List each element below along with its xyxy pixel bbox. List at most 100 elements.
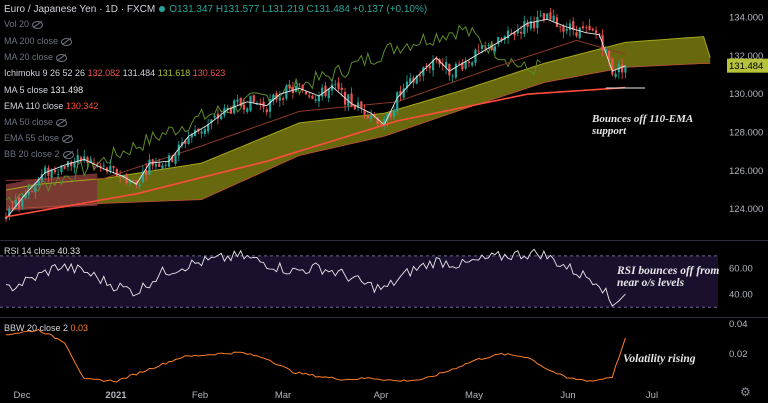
candle-body — [207, 124, 210, 132]
annotation-ema-bounce: Bounces off 110-EMA support — [592, 113, 693, 137]
legend-ma20[interactable]: MA 20 close — [4, 52, 68, 63]
main-pane[interactable]: 134.000 132.000 130.000 128.000 126.000 124.0… — [0, 0, 768, 240]
last-price-tag — [727, 58, 768, 73]
rsi-pane[interactable]: 60.00 40.00 — [0, 248, 753, 308]
candle-body — [252, 95, 255, 103]
eye-hidden-icon[interactable] — [56, 53, 68, 62]
candle-body — [83, 156, 86, 162]
candle-body — [386, 113, 389, 121]
candle-body — [249, 95, 252, 111]
legend-ema55[interactable]: EMA 55 close — [4, 133, 74, 144]
eye-hidden-icon[interactable] — [62, 150, 74, 159]
candle-body — [141, 171, 145, 183]
kijun-path — [5, 39, 626, 181]
candle-body — [376, 117, 379, 125]
ema110-path — [5, 86, 626, 218]
annotation-rsi-line-2: near o/s levels — [617, 277, 685, 289]
candle-body — [379, 123, 382, 125]
eye-hidden-icon[interactable] — [56, 118, 68, 127]
legend-ichimoku[interactable]: Ichimoku 9 26 52 26 132.082 131.484 131.… — [4, 68, 225, 79]
last-price-label: 131.484 — [729, 61, 763, 72]
legend-vol[interactable]: Vol 20 — [4, 19, 44, 30]
legend-vol-label: Vol 20 — [4, 19, 30, 29]
candle-body — [330, 84, 334, 91]
legend-ma5[interactable]: MA 5 close 131.498 — [4, 85, 83, 96]
ohlc-values: O131.347 H131.577 L131.219 C131.484 +0.1… — [169, 4, 428, 15]
candle-body — [298, 83, 301, 85]
candle-body — [122, 175, 125, 178]
candle-body — [422, 67, 425, 76]
candle-body — [8, 208, 11, 217]
candle-body — [480, 45, 484, 49]
legend-ma200[interactable]: MA 200 close — [4, 36, 73, 47]
cloud-bear-fill — [6, 173, 98, 212]
rsi-axis: 60.00 40.00 — [729, 264, 753, 301]
candle-body — [70, 161, 73, 167]
candle-body — [415, 75, 418, 84]
candle-body — [399, 90, 402, 96]
legend-bb-label: BB 20 close 2 — [4, 149, 60, 159]
price-tick-label: 126.000 — [729, 166, 763, 177]
bbw-tick-label: 0.02 — [729, 349, 748, 360]
candle-body — [86, 157, 89, 163]
candle-body — [575, 32, 578, 37]
legend-ema110[interactable]: EMA 110 close 130.342 — [4, 101, 98, 112]
candle-body — [392, 109, 396, 117]
price-axis[interactable]: 134.000 132.000 130.000 128.000 126.000 124.0… — [727, 12, 768, 215]
candle-body — [151, 159, 154, 166]
gear-icon[interactable]: ⚙ — [740, 385, 751, 399]
rsi-tick-label: 40.00 — [729, 289, 753, 300]
ichimoku-value-2: 131.484 — [122, 68, 156, 78]
candle-body — [493, 46, 497, 52]
candle-body — [34, 182, 37, 193]
candle-body — [435, 58, 438, 60]
eye-hidden-icon[interactable] — [62, 134, 74, 143]
legend-rsi[interactable]: RSI 14 close 40.33 — [4, 246, 80, 257]
candle-body — [542, 13, 545, 20]
eye-hidden-icon[interactable] — [32, 20, 44, 29]
candle-body — [405, 81, 409, 88]
candle-body — [533, 22, 536, 29]
candle-body — [611, 58, 614, 75]
candle-body — [187, 137, 190, 144]
price-tick-label: 134.000 — [729, 12, 763, 23]
legend-ema110-value: 130.342 — [65, 101, 99, 111]
candle-body — [79, 157, 83, 162]
annotation-vol-line: Volatility rising — [623, 353, 696, 365]
candle-body — [132, 180, 135, 181]
legend-bbw-value: 0.03 — [70, 323, 89, 333]
candle-body — [73, 162, 76, 168]
candle-body — [278, 97, 281, 101]
candle-body — [259, 103, 262, 104]
candle-body — [21, 199, 24, 207]
candle-body — [236, 99, 239, 102]
candle-body — [125, 175, 128, 184]
eye-hidden-icon[interactable] — [61, 37, 73, 46]
candle-body — [396, 92, 399, 112]
time-tick-label: Feb — [192, 390, 208, 401]
legend-ma5-value: 131.498 — [50, 85, 84, 95]
candle-body — [226, 107, 229, 110]
candle-body — [197, 128, 200, 132]
candle-body — [516, 29, 519, 34]
legend-ma50[interactable]: MA 50 close — [4, 117, 68, 128]
candle-body — [572, 21, 575, 30]
candle-body — [180, 142, 184, 146]
candle-body — [282, 98, 285, 100]
candle-body — [536, 16, 539, 29]
candle-body — [621, 64, 624, 73]
candle-body — [585, 26, 588, 28]
candle-body — [565, 28, 568, 31]
symbol-title[interactable]: Euro / Japanese Yen · 1D · FXCM — [4, 4, 156, 15]
time-tick-label: 2021 — [105, 390, 127, 401]
candle-body — [458, 63, 461, 65]
bbw-axis: 0.04 0.02 — [729, 319, 748, 360]
legend-bbw[interactable]: BBW 20 close 2 0.03 — [4, 323, 88, 334]
time-tick-label: Apr — [374, 390, 389, 401]
candle-body — [128, 180, 131, 183]
legend-bb[interactable]: BB 20 close 2 — [4, 149, 74, 160]
candle-body — [154, 164, 158, 167]
bbw-pane[interactable]: 0.04 0.02 — [5, 319, 748, 383]
time-axis[interactable]: Dec 2021 Feb Mar Apr May Jun Jul — [14, 390, 659, 401]
